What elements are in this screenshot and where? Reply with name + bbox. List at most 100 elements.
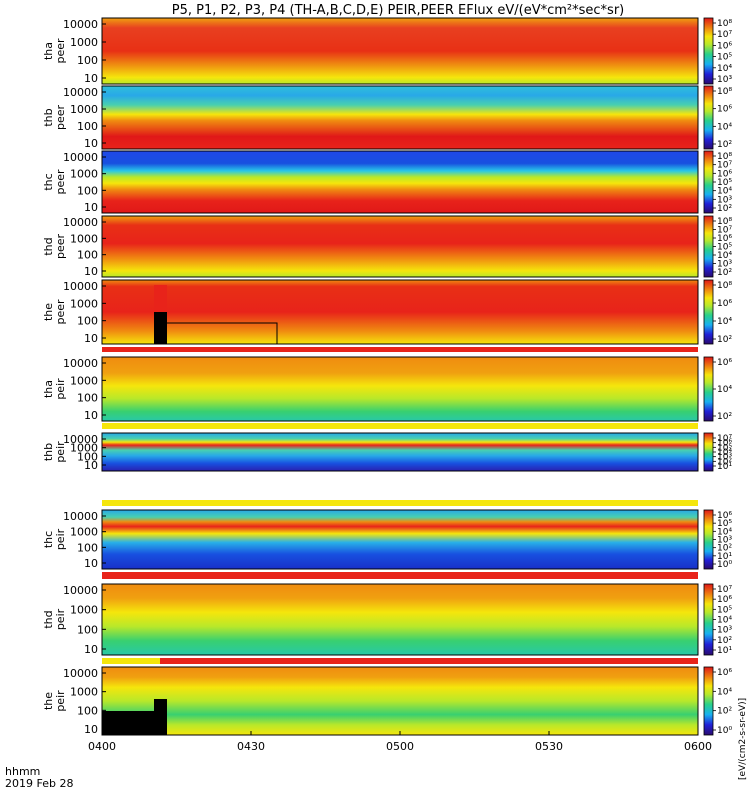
y-tick-label: 1000 <box>70 103 98 116</box>
y-tick-label: 100 <box>77 184 98 197</box>
colorbar-tick-label: 10¹ <box>717 462 732 472</box>
data-coverage-bar <box>102 423 698 429</box>
panel-label-line: peer <box>54 105 67 131</box>
colorbar-tick-label: 10⁸ <box>717 19 732 29</box>
spectrogram-image <box>102 433 698 471</box>
data-coverage-bar <box>102 500 698 506</box>
colorbar-tick-label: 10⁴ <box>717 616 732 626</box>
colorbar-tick-label: 10⁴ <box>717 317 732 327</box>
data-coverage-bar <box>102 572 698 579</box>
panel-label: thdpeir <box>42 608 67 630</box>
panel-label: thepeir <box>42 690 67 712</box>
colorbar-tick-label: 10⁶ <box>717 595 732 605</box>
panel-label: thapeir <box>42 378 67 400</box>
y-tick-label: 10000 <box>63 18 98 31</box>
y-tick-label: 1000 <box>70 232 98 245</box>
colorbar <box>704 584 713 655</box>
colorbar <box>704 357 713 421</box>
y-tick-label: 10000 <box>63 216 98 229</box>
data-coverage-bar <box>102 347 698 352</box>
colorbar <box>704 510 713 569</box>
colorbar-tick-label: 10² <box>717 412 732 422</box>
y-tick-label: 100 <box>77 315 98 328</box>
y-tick-label: 10 <box>84 332 98 345</box>
data-gap-region <box>154 699 167 735</box>
colorbar <box>704 18 713 84</box>
colorbar-tick-label: 10⁴ <box>717 64 732 74</box>
y-tick-label: 10 <box>84 723 98 736</box>
colorbar-tick-label: 10² <box>717 335 732 345</box>
data-coverage-bar <box>102 658 160 664</box>
spectrogram-panel: thepeer1000010001001010⁸10⁶10⁴10² <box>42 280 732 345</box>
spectrogram-image <box>102 357 698 421</box>
y-tick-label: 1000 <box>70 36 98 49</box>
y-tick-label: 10 <box>84 459 98 472</box>
y-tick-label: 10 <box>84 409 98 422</box>
data-coverage-bar <box>102 658 698 664</box>
colorbar-tick-label: 10² <box>717 707 732 717</box>
panel-label: thcpeer <box>42 169 67 195</box>
data-gap-region <box>154 312 167 344</box>
y-tick-label: 10000 <box>63 151 98 164</box>
y-tick-label: 10000 <box>63 357 98 370</box>
spectrogram-panel: thepeir 10000 1000 100 10 10⁶ 10⁴ 10² 10⁰ <box>42 667 732 736</box>
spectrogram-image <box>102 280 698 344</box>
y-tick-label: 1000 <box>70 168 98 181</box>
y-tick-label: 100 <box>77 541 98 554</box>
chart-title: P5, P1, P2, P3, P4 (TH-A,B,C,D,E) PEIR,P… <box>172 3 625 18</box>
spectrogram-image <box>102 584 698 655</box>
colorbar-tick-label: 10⁸ <box>717 87 732 97</box>
panel-label: thapeer <box>42 38 67 64</box>
y-tick-label: 1000 <box>70 526 98 539</box>
y-tick-label: 1000 <box>70 374 98 387</box>
colorbar-tick-label: 10⁵ <box>717 605 732 615</box>
y-tick-label: 100 <box>77 623 98 636</box>
panel-label-line: peer <box>54 234 67 260</box>
y-tick-label: 1000 <box>70 604 98 617</box>
spectrogram-image <box>102 216 698 277</box>
y-tick-label: 10 <box>84 72 98 85</box>
spectrogram-panel: thcpeir1000010001001010⁶10⁵10⁴10³10²10¹1… <box>42 510 732 570</box>
spectrogram-image <box>102 18 698 84</box>
panel-label: thcpeir <box>42 528 67 550</box>
colorbar-unit-label: [eV/(cm2-s-sr-eV)] <box>738 698 748 780</box>
spectrogram-panel: thcpeer 10000 1000 100 10 10⁸10⁷10⁶10⁵10⁴10³1… <box>42 151 732 214</box>
colorbar-tick-label: 10⁶ <box>717 668 732 678</box>
y-tick-label: 10 <box>84 137 98 150</box>
x-tick-label: 0400 <box>88 740 116 753</box>
colorbar-tick-label: 10¹ <box>717 646 732 656</box>
colorbar-tick-label: 10⁴ <box>717 687 732 697</box>
y-tick-label: 100 <box>77 704 98 717</box>
panel-label-line: peir <box>54 608 67 630</box>
x-tick-label: 0500 <box>386 740 414 753</box>
y-tick-label: 100 <box>77 120 98 133</box>
colorbar-tick-label: 10⁸ <box>717 281 732 291</box>
y-tick-label: 10000 <box>63 86 98 99</box>
panel-label-line: peir <box>54 690 67 712</box>
y-tick-label: 10 <box>84 265 98 278</box>
y-tick-label: 100 <box>77 54 98 67</box>
x-tick-label: 0430 <box>237 740 265 753</box>
panel-label-line: peer <box>54 38 67 64</box>
colorbar-tick-label: 10² <box>717 636 732 646</box>
colorbar-tick-label: 10³ <box>717 75 732 85</box>
y-tick-label: 10 <box>84 201 98 214</box>
data-gap-region <box>102 711 154 735</box>
panel-label-line: peer <box>54 299 67 325</box>
colorbar-tick-label: 10⁶ <box>717 41 732 51</box>
panels-group: thapeer1000010001001010⁸10⁷10⁶10⁵10⁴10³t… <box>42 18 732 736</box>
colorbar-tick-label: 10⁴ <box>717 122 732 132</box>
colorbar-tick-label: 10² <box>717 204 732 214</box>
colorbar-tick-label: 10³ <box>717 626 732 636</box>
x-tick-label: 0530 <box>535 740 563 753</box>
panel-label: thepeer <box>42 299 67 325</box>
colorbar-tick-label: 10⁰ <box>717 726 732 736</box>
spectrogram-panel: thapeir1000010001001010⁶10⁴10² <box>42 357 732 422</box>
panel-label-line: peir <box>54 378 67 400</box>
colorbar-tick-label: 10² <box>717 268 732 278</box>
spectrogram-panel: thdpeir1000010001001010⁷10⁶10⁵10⁴10³10²1… <box>42 584 732 656</box>
spectrogram-panel: thdpeer1000010001001010⁸10⁷10⁶10⁵10⁴10³1… <box>42 216 732 278</box>
spectrogram-image <box>102 151 698 213</box>
colorbar-tick-label: 10⁰ <box>717 560 732 570</box>
y-tick-label: 1000 <box>70 297 98 310</box>
